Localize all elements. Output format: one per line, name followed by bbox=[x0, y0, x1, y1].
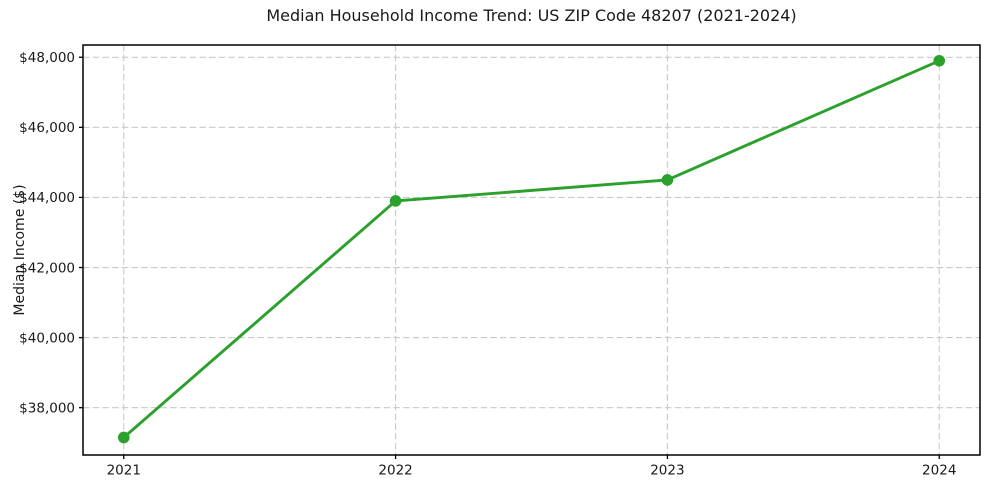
x-tick-label: 2024 bbox=[922, 463, 956, 479]
y-tick-label: $48,000 bbox=[19, 50, 75, 66]
data-point-2024 bbox=[933, 54, 946, 67]
y-tick-label: $44,000 bbox=[19, 190, 75, 206]
x-tick-label: 2022 bbox=[378, 463, 412, 479]
y-axis-label: Median Income ($) bbox=[12, 184, 28, 315]
data-point-2022 bbox=[389, 195, 402, 207]
spine-layer bbox=[82, 44, 981, 456]
trend-line bbox=[122, 59, 941, 439]
x-tick-label: 2021 bbox=[107, 463, 141, 479]
y-tick-label: $38,000 bbox=[19, 400, 75, 416]
x-tick-label: 2023 bbox=[650, 463, 684, 479]
y-tick-label: $42,000 bbox=[19, 260, 75, 276]
data-point-2021 bbox=[117, 431, 130, 444]
y-tick-label: $46,000 bbox=[19, 120, 75, 136]
trend-series bbox=[117, 54, 946, 444]
plot-border bbox=[82, 44, 981, 456]
grid-layer bbox=[83, 45, 980, 455]
tick-layer: $38,000 $40,000 $42,000 $44,000 $46,000 $48,0… bbox=[19, 50, 956, 478]
chart-title: Median Household Income Trend: US ZIP Co… bbox=[266, 6, 796, 25]
data-point-2023 bbox=[661, 174, 674, 186]
y-tick-label: $40,000 bbox=[19, 330, 75, 346]
